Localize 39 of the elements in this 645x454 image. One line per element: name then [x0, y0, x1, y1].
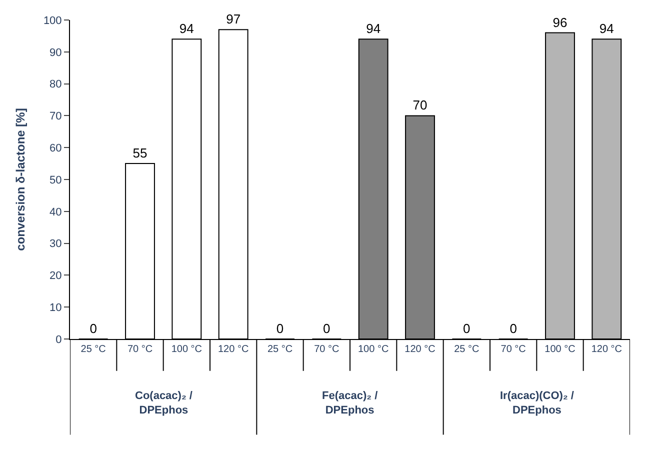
- data-label: 94: [599, 21, 614, 36]
- data-label: 0: [276, 321, 284, 336]
- x-tick-label: 120 °C: [591, 344, 622, 355]
- y-tick-label: 10: [50, 302, 62, 314]
- text: Ir(acac)(CO)₂ / DPEphos: [500, 390, 574, 416]
- y-tick-label: 20: [50, 270, 62, 282]
- y-tick-label: 60: [50, 142, 62, 154]
- x-tick-label: 100 °C: [171, 344, 202, 355]
- x-tick-label: 70 °C: [500, 344, 526, 355]
- x-tick-label: 120 °C: [404, 344, 436, 355]
- data-label: 0: [323, 321, 330, 336]
- data-label: 94: [366, 21, 381, 36]
- text: Fe(acac)₂ / DPEphos: [322, 390, 378, 416]
- x-tick-label: 70 °C: [127, 344, 153, 355]
- data-label: 94: [179, 21, 194, 36]
- y-tick-label: 40: [50, 206, 62, 218]
- x-tick-label: 100 °C: [544, 344, 576, 355]
- y-tick-label: 70: [50, 110, 62, 123]
- data-label: 70: [412, 98, 428, 113]
- y-axis-title: conversion δ-lactone [%]: [14, 108, 28, 251]
- y-tick-label: 80: [50, 78, 62, 91]
- y-tick-label: 50: [50, 174, 62, 186]
- data-label: 0: [90, 321, 97, 336]
- data-label: 0: [510, 321, 517, 336]
- y-tick-label: 90: [50, 46, 62, 59]
- data-label: 96: [552, 14, 568, 30]
- x-tick-label: 70 °C: [314, 344, 340, 355]
- data-label: 55: [132, 146, 148, 161]
- y-tick-label: 0: [56, 334, 62, 346]
- y-tick-label: 30: [50, 238, 62, 250]
- y-tick-label: 100: [43, 14, 62, 27]
- data-label: 0: [463, 321, 470, 336]
- x-tick-label: 100 °C: [358, 344, 389, 355]
- x-tick-label: 25 °C: [80, 344, 106, 355]
- text: Co(acac)₂ / DPEphos: [135, 390, 192, 416]
- x-tick-label: 120 °C: [218, 344, 249, 355]
- x-tick-label: 25 °C: [267, 344, 293, 355]
- x-tick-label: 25 °C: [454, 344, 480, 355]
- data-label: 97: [226, 12, 241, 27]
